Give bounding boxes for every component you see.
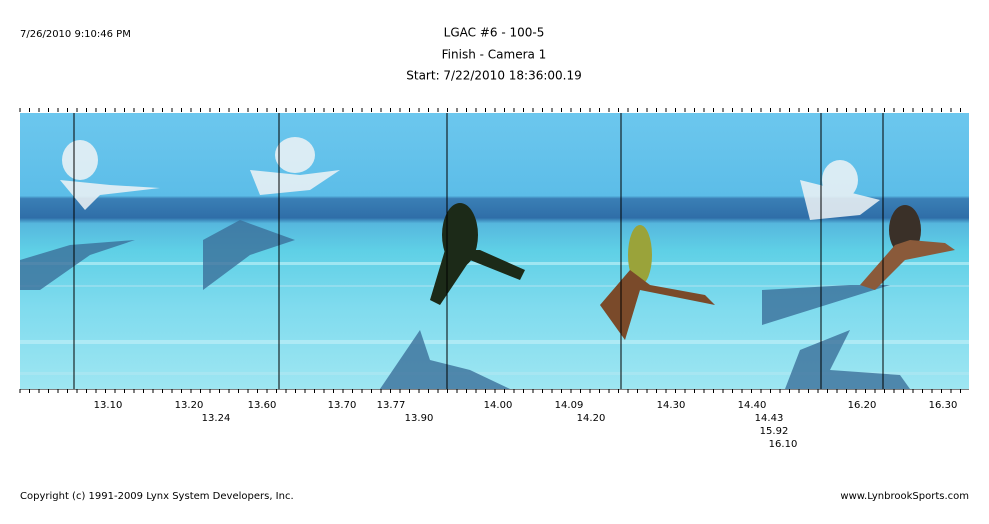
time-label: 16.10: [769, 439, 798, 450]
time-label: 13.24: [202, 413, 231, 424]
time-label: 13.70: [328, 400, 357, 411]
subtitle: Finish - Camera 1: [442, 48, 547, 62]
website: www.LynbrookSports.com: [840, 491, 969, 502]
time-label: 13.10: [94, 400, 123, 411]
time-label: 14.09: [555, 400, 584, 411]
timestamp: 7/26/2010 9:10:46 PM: [20, 29, 131, 40]
time-label: 13.60: [248, 400, 277, 411]
time-label: 14.20: [577, 413, 606, 424]
title: LGAC #6 - 100-5: [444, 26, 545, 40]
time-label: 14.40: [738, 400, 767, 411]
time-label: 14.00: [484, 400, 513, 411]
finish-photo: [20, 113, 969, 389]
time-label: 14.30: [657, 400, 686, 411]
time-label: 13.20: [175, 400, 204, 411]
finish-lines: [73, 113, 884, 389]
time-label: 15.92: [760, 426, 789, 437]
time-label: 14.43: [755, 413, 784, 424]
time-label: 16.20: [848, 400, 877, 411]
time-labels: 13.10 13.20 13.24 13.60 13.70 13.77 13.90 14.00…: [94, 400, 958, 450]
start-time: Start: 7/22/2010 18:36:00.19: [406, 69, 582, 83]
time-label: 13.90: [405, 413, 434, 424]
time-label: 13.77: [377, 400, 406, 411]
time-label: 16.30: [929, 400, 958, 411]
copyright: Copyright (c) 1991-2009 Lynx System Deve…: [20, 491, 294, 502]
